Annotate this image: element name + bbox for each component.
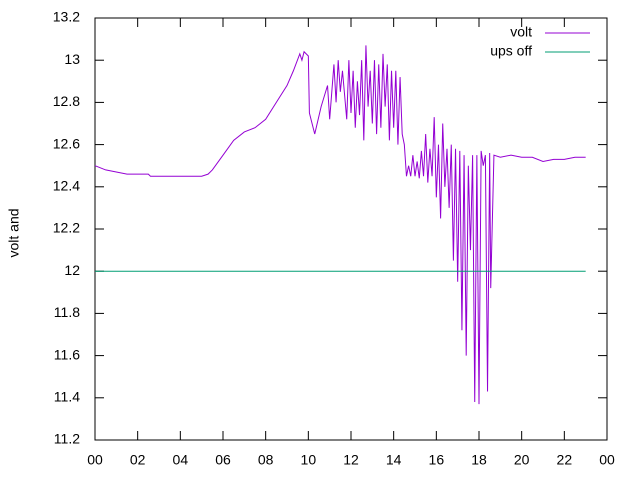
y-tick-label: 13.2: [53, 9, 80, 25]
x-tick-label: 20: [514, 452, 530, 468]
series-line: [94, 45, 586, 405]
y-tick-label: 12.8: [53, 93, 80, 109]
x-tick-label: 22: [557, 452, 573, 468]
y-tick-label: 11.2: [54, 431, 80, 447]
y-tick-label: 12.6: [53, 135, 80, 151]
x-tick-label: 18: [471, 452, 487, 468]
y-tick-label: 12: [64, 262, 80, 278]
plot-border: [94, 17, 608, 441]
y-tick-label: 12.2: [53, 220, 80, 236]
x-tick-label: 14: [386, 452, 402, 468]
y-tick-label: 11.8: [54, 304, 80, 320]
x-tick-label: 06: [215, 452, 231, 468]
y-tick-label: 12.4: [53, 178, 80, 194]
x-tick-label: 00: [87, 452, 103, 468]
x-tick-label: 04: [173, 452, 189, 468]
x-tick-label: 12: [343, 452, 359, 468]
legend-label: volt: [510, 24, 532, 40]
x-tick-label: 00: [599, 452, 615, 468]
x-tick-label: 10: [301, 452, 317, 468]
x-tick-label: 02: [130, 452, 146, 468]
y-axis-label: volt and: [6, 208, 22, 257]
y-tick-label: 13: [64, 51, 80, 67]
y-tick-label: 11.6: [54, 346, 80, 362]
y-tick-label: 11.4: [54, 389, 80, 405]
x-tick-label: 16: [429, 452, 445, 468]
x-tick-label: 08: [258, 452, 274, 468]
legend-label: ups off: [490, 43, 532, 59]
